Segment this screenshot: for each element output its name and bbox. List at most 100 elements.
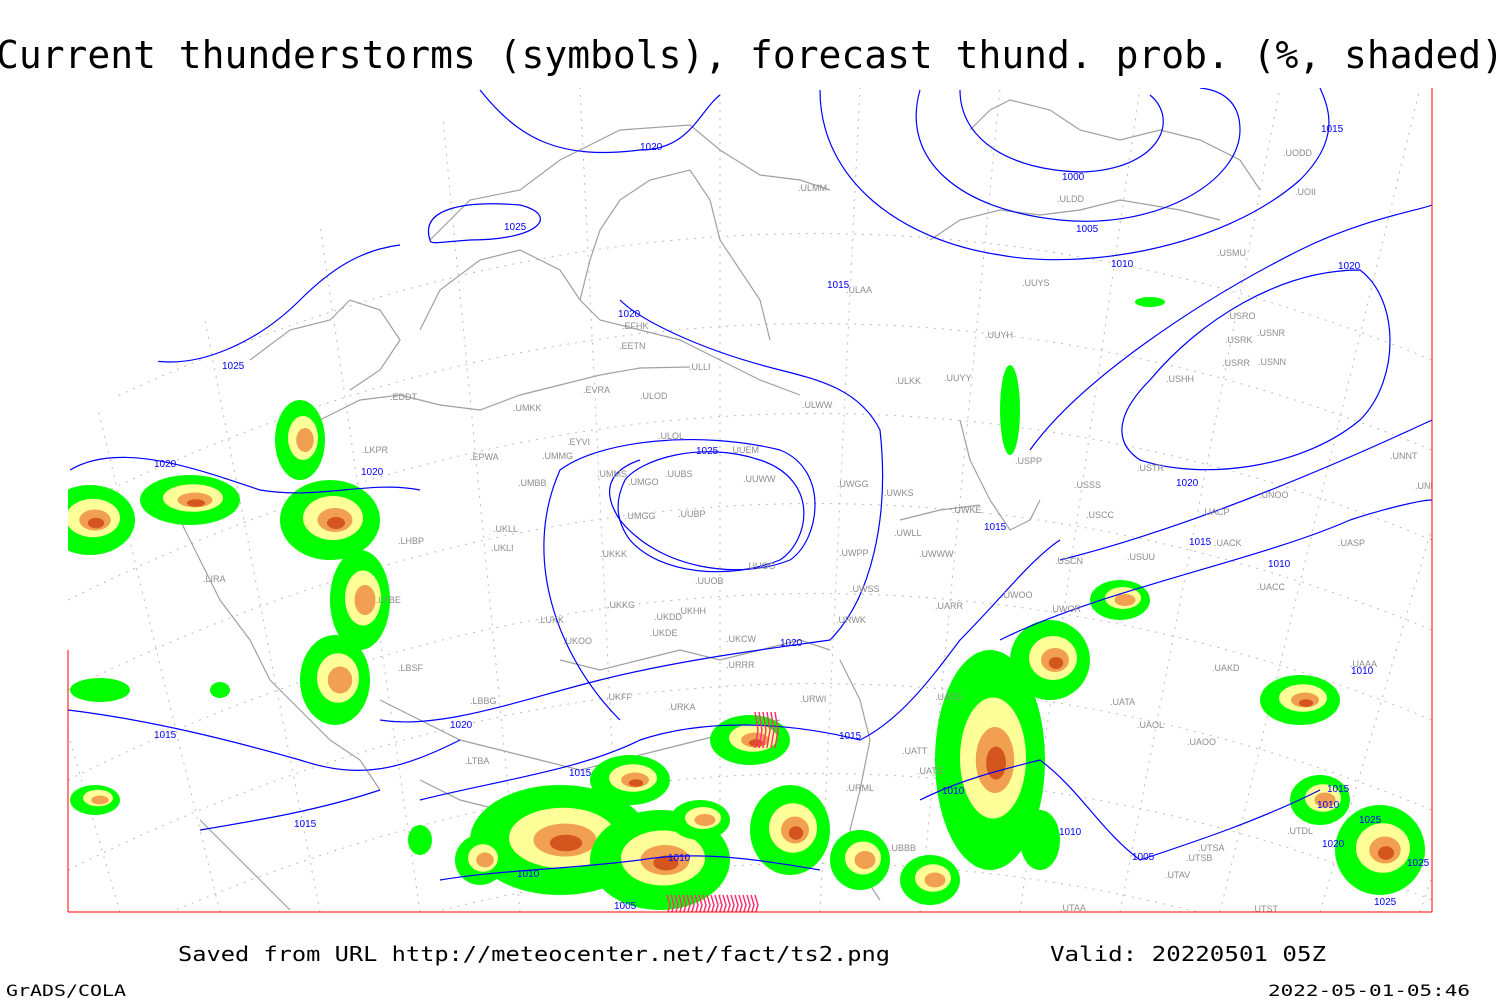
isobar-label: 1015 [1321,124,1344,135]
isobar-label: 1020 [1338,261,1361,272]
prob-shade-max [653,855,679,871]
station-label: .UTDL [1287,826,1313,836]
isobar-label: 1010 [942,786,965,797]
station-label: .UKFF [606,692,633,702]
meridian-line [819,88,861,912]
prob-shade-max [986,746,1006,780]
station-label: .UMKK [513,403,542,413]
station-label: .UUYH [985,330,1013,340]
station-label: .USMU [1217,248,1246,258]
station-label: .UAAA [1350,659,1377,669]
thunderstorm-symbol [762,711,767,749]
prob-shade-low [1000,365,1020,455]
prob-shade-high [476,852,494,868]
prob-shade-high [1314,792,1336,808]
station-label: .UUYS [1022,278,1050,288]
station-label: .UATG [935,692,962,702]
station-label: .UASP [1338,538,1365,548]
station-label: .UACP [1202,507,1230,517]
station-label: .UKHH [678,606,706,616]
isobar-label: 1025 [1374,897,1397,908]
station-label: .USRK [1225,335,1253,345]
station-label: .UNBB [1415,481,1443,491]
station-label: .EFHK [622,321,649,331]
station-label: .UWSS [850,584,880,594]
prob-shade-max [1298,699,1314,707]
prob-shade-high [296,428,314,452]
prob-shade-max [1377,846,1395,860]
station-label: .UUOB [695,576,724,586]
station-label: .USCN [1055,556,1083,566]
station-label: .UTSA [1198,843,1225,853]
isobar-line [439,855,821,881]
isobar-line [919,759,1321,861]
parallel-line [68,773,1432,912]
isobar-line [1059,419,1432,561]
meridian-line [919,88,1001,912]
prob-shade-low [408,825,432,855]
prob-shade-high [924,872,946,888]
isobar-label: 1020 [154,459,177,470]
isobar-label: 1020 [780,638,803,649]
isobar-label: 1015 [839,731,862,742]
station-label: .USUU [1127,552,1155,562]
isobar-line [819,88,1330,261]
isobar-label: 1015 [1327,784,1350,795]
thunderstorm-symbol [766,711,771,749]
prob-shade-high [694,814,716,826]
prob-shade-max [788,826,804,840]
isobar-label: 1010 [1317,800,1340,811]
map-title: Current thunderstorms (symbols), forecas… [0,33,1500,77]
isobar-line [419,539,1061,801]
station-label: .LHBP [398,536,424,546]
parallel-line [68,233,1432,421]
parallel-line [68,863,1432,912]
coastline [899,504,981,521]
thunderstorm-symbol [754,711,759,749]
station-label: .UNNT [1390,451,1418,461]
station-label: .UBBB [889,843,916,853]
station-label: .URML [846,783,874,793]
isobar-label: 1020 [450,720,473,731]
station-labels: .EDDT .UMKK .EVRA .ULOD .ULOL .UUEM .EYVI .EPWA… [203,148,1443,913]
station-label: .USPP [1015,456,1042,466]
graticule [68,88,1432,912]
station-label: .UMBB [518,478,547,488]
prob-shade-max [87,517,105,529]
generated-timestamp: 2022-05-01-05:46 [1268,981,1470,1000]
station-label: .ULKK [895,376,921,386]
station-label: .UTAA [1060,903,1086,913]
station-label: .UUWW [743,474,776,484]
station-label: .UACK [1214,538,1242,548]
coastline [199,819,291,911]
thunderstorm-symbol [758,711,763,749]
source-url-text: Saved from URL http://meteocenter.net/fa… [178,942,890,966]
isobar-label: 1010 [1111,259,1134,270]
station-label: .UUYY [944,373,972,383]
software-credit: GrADS/COLA [6,981,126,1000]
station-label: .UOII [1295,187,1316,197]
prob-shade-low [1135,297,1165,307]
station-label: .URWK [836,615,866,625]
prob-shade-low [210,682,230,698]
station-label: .UWLL [894,528,922,538]
station-label: .USNR [1257,328,1286,338]
map-area: .EDDT .UMKK .EVRA .ULOD .ULOL .UUEM .EYVI .EPWA… [68,88,1443,913]
isobar-line [427,203,541,244]
station-label: .EPWA [470,452,499,462]
coastline [929,199,1221,241]
isobar-line [617,451,805,573]
station-label: .LIRA [203,574,226,584]
station-label: .ULMM [798,183,827,193]
isobar-line [199,789,381,831]
station-label: .ULAA [846,285,872,295]
station-label: .UKKG [607,600,635,610]
station-label: .UMMS [597,469,627,479]
prob-shade-high [354,585,376,615]
isobar-label: 1020 [361,467,384,478]
station-label: .LBBG [470,696,497,706]
isobar-label: 1010 [517,869,540,880]
station-label: .UATE [917,766,943,776]
meridian-line [1119,88,1281,912]
